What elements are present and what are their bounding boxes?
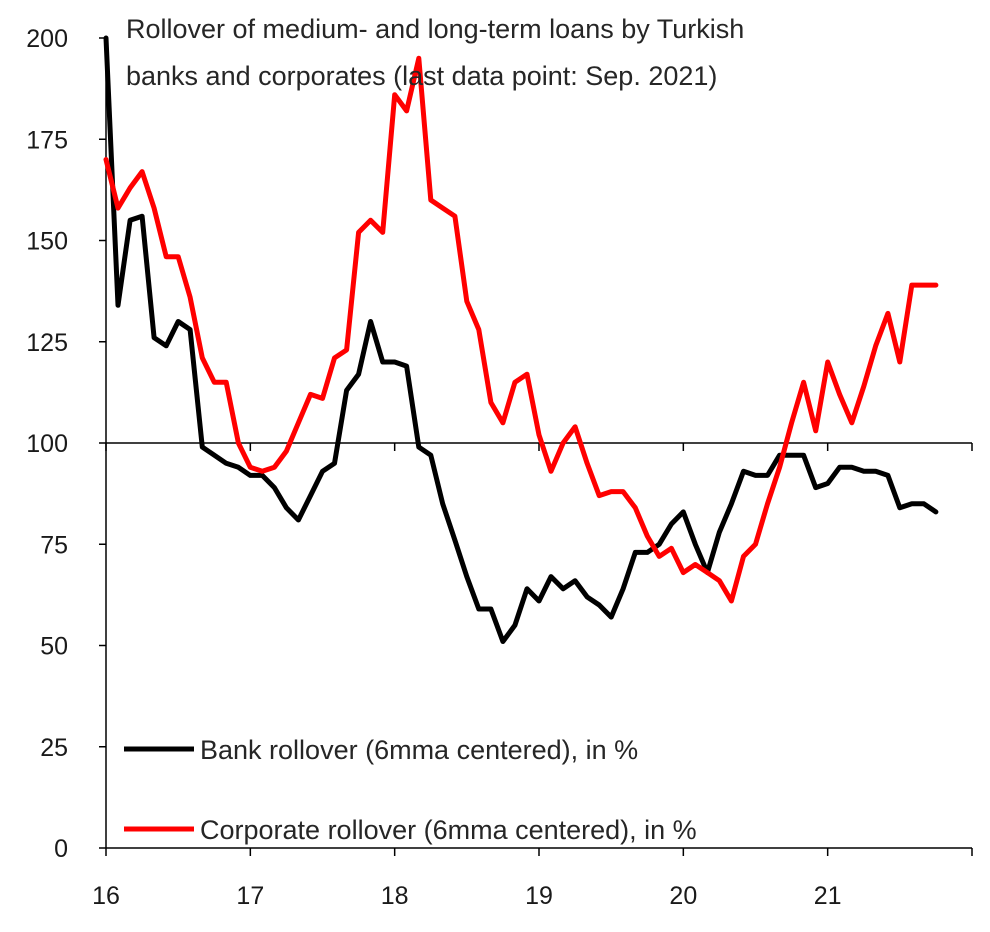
chart-title: Rollover of medium- and long-term loans …	[126, 14, 744, 91]
y-tick-label: 0	[54, 835, 68, 863]
x-tick-label: 18	[381, 882, 409, 910]
y-tick-label: 50	[40, 633, 68, 661]
y-tick-label: 25	[40, 734, 68, 762]
y-tick-label: 100	[26, 430, 68, 458]
x-tick-label: 21	[814, 882, 842, 910]
y-tick-label: 75	[40, 531, 68, 559]
legend: Bank rollover (6mma centered), in % Corp…	[124, 735, 697, 845]
x-tick-label: 19	[525, 882, 553, 910]
y-tick-label: 200	[26, 25, 68, 53]
legend-label-corporate: Corporate rollover (6mma centered), in %	[200, 815, 697, 845]
x-tick-label: 16	[92, 882, 120, 910]
axes: 0 25 50 75 100 125 150 175 200 16 17 18 19 20 21	[26, 25, 973, 910]
legend-label-bank: Bank rollover (6mma centered), in %	[200, 735, 638, 765]
x-tick-label: 20	[669, 882, 697, 910]
y-tick-label: 150	[26, 228, 68, 256]
x-tick-label: 17	[236, 882, 264, 910]
chart-title-line-2: banks and corporates (last data point: S…	[126, 61, 717, 91]
chart-title-line-1: Rollover of medium- and long-term loans …	[126, 14, 744, 44]
y-tick-label: 175	[26, 126, 68, 154]
y-tick-label: 125	[26, 329, 68, 357]
series-line-bank	[103, 35, 939, 644]
series-layer	[103, 35, 939, 644]
series-line-corporate	[103, 55, 939, 604]
